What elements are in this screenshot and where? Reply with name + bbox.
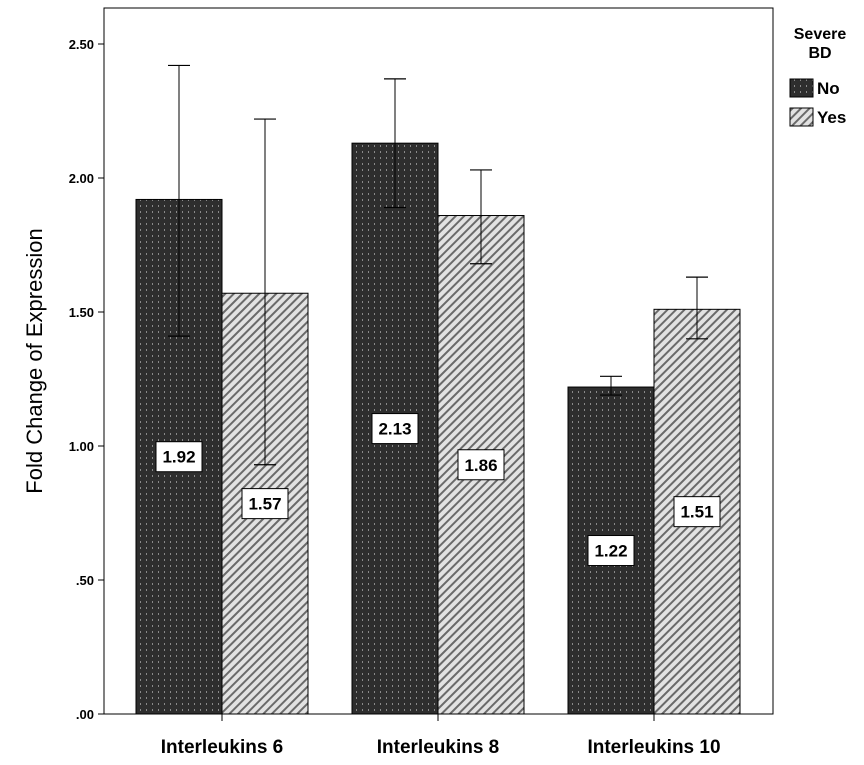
legend-title-line-1: Severe [794,26,847,43]
y-tick-label: 2.00 [69,171,94,186]
data-labels-layer: 1.92 2.13 1.22 1.57 1.86 1.51 [155,413,721,567]
svg-text:1.86: 1.86 [464,456,497,475]
data-label-yes-2: 1.86 [457,449,505,481]
error-bar-yes-3 [686,276,708,340]
error-bar-yes-2 [470,169,492,265]
error-bar-yes-1 [254,118,276,466]
legend-swatch-yes [789,107,814,127]
legend-title-line-2: BD [808,45,831,62]
svg-text:2.13: 2.13 [378,420,411,439]
error-bars-layer [168,64,708,466]
svg-text:1.51: 1.51 [680,503,713,522]
y-tick-label: 2.50 [69,37,94,52]
data-label-no-3: 1.22 [587,535,635,567]
y-tick-label: .50 [76,573,94,588]
data-label-yes-3: 1.51 [673,496,721,528]
legend: Severe BD No Yes [789,26,847,127]
x-tick-label: Interleukins 8 [377,737,500,758]
data-label-no-2: 2.13 [371,413,419,445]
y-axis: .00 .50 1.00 1.50 2.00 2.50 [69,37,104,722]
legend-item-yes: Yes [789,107,846,127]
svg-text:1.22: 1.22 [594,542,627,561]
y-axis-title: Fold Change of Expression [22,228,47,493]
x-axis: Interleukins 6 Interleukins 8 Interleukins… [161,714,721,758]
error-bar-no-3 [600,375,622,396]
svg-text:1.57: 1.57 [248,495,281,514]
legend-item-no: No [789,78,840,98]
error-bar-no-1 [168,64,190,337]
data-label-yes-1: 1.57 [241,488,289,520]
legend-items: No Yes [789,78,846,127]
legend-swatch-no [789,78,814,98]
svg-text:1.92: 1.92 [162,448,195,467]
y-tick-label: .00 [76,707,94,722]
y-tick-label: 1.00 [69,439,94,454]
legend-label-yes: Yes [817,108,846,127]
legend-label-no: No [817,79,840,98]
y-tick-label: 1.50 [69,305,94,320]
error-bar-no-2 [384,78,406,209]
data-label-no-1: 1.92 [155,441,203,473]
x-tick-label: Interleukins 10 [587,737,720,758]
x-tick-label: Interleukins 6 [161,737,284,758]
